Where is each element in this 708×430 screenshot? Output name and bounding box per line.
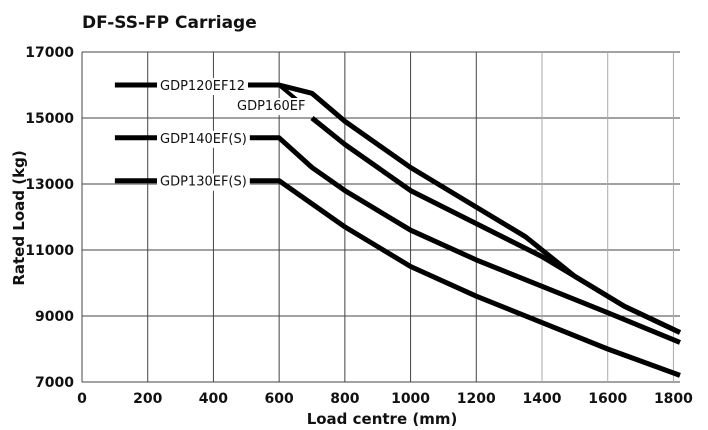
series-label-background xyxy=(157,173,250,191)
x-axis-title: Load centre (mm) xyxy=(307,410,458,428)
y-tick-label: 13000 xyxy=(25,177,74,193)
series-label-background xyxy=(234,98,309,115)
x-tick-label: 0 xyxy=(77,391,87,407)
x-tick-label: 1000 xyxy=(391,391,430,407)
series-line xyxy=(114,135,681,345)
x-tick-label: 400 xyxy=(199,391,228,407)
y-axis-title: Rated Load (kg) xyxy=(10,150,28,285)
x-tick-label: 800 xyxy=(330,391,359,407)
y-tick-label: 11000 xyxy=(25,243,74,259)
series-label: GDP120EF12 xyxy=(160,79,245,94)
series-label: GDP140EF(S) xyxy=(160,132,247,147)
grid xyxy=(81,51,680,383)
series-label-background xyxy=(157,130,250,148)
x-tick-label: 600 xyxy=(265,391,294,407)
x-tick-label: 1600 xyxy=(588,391,627,407)
series-line xyxy=(114,178,681,378)
x-tick-label: 1400 xyxy=(523,391,562,407)
series-labels: GDP120EF12 GDP160EF GDP140EF(S) GDP130EF(S) xyxy=(157,78,309,191)
y-tick-label: 9000 xyxy=(35,309,74,325)
series-line xyxy=(114,82,682,335)
series-label: GDP130EF(S) xyxy=(160,175,247,190)
y-tick-label: 15000 xyxy=(25,111,74,127)
series-label-background xyxy=(157,78,248,95)
chart-title: DF-SS-FP Carriage xyxy=(82,13,257,33)
series-lines xyxy=(114,82,682,378)
tick-labels: 7000 9000 11000 13000 15000 17000 0 200 400 600 80… xyxy=(25,45,693,407)
x-tick-label: 1800 xyxy=(654,391,693,407)
x-tick-label: 200 xyxy=(133,391,162,407)
y-tick-label: 7000 xyxy=(35,375,74,391)
y-tick-label: 17000 xyxy=(25,45,74,61)
series-label: GDP160EF xyxy=(237,99,305,114)
series-line xyxy=(310,116,682,335)
x-tick-label: 1200 xyxy=(457,391,496,407)
